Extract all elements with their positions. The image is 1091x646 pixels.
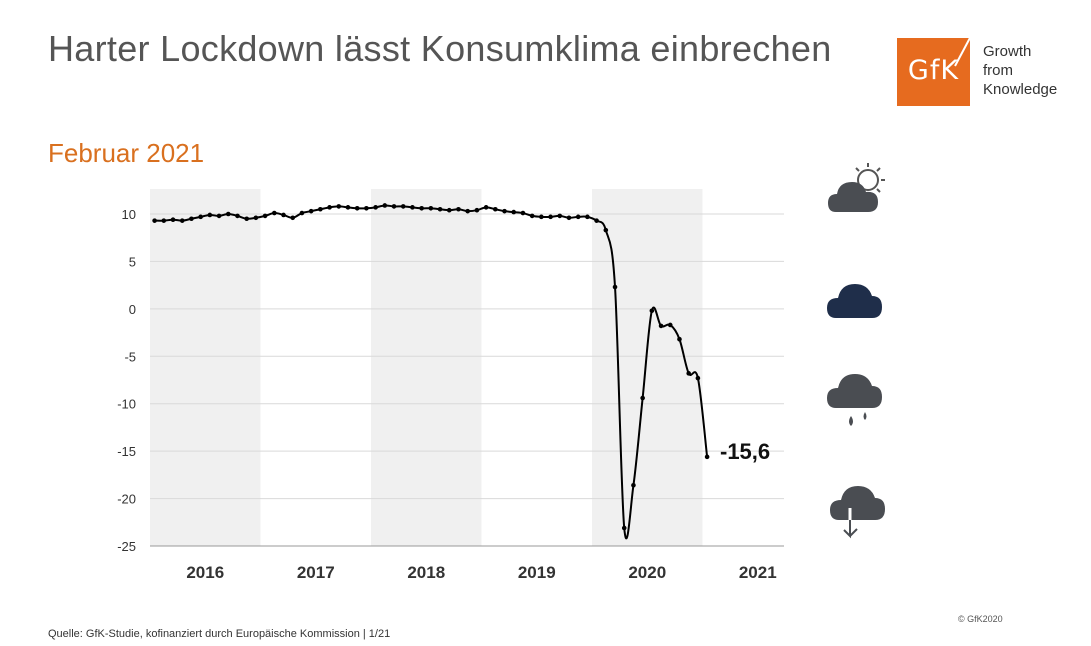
data-point xyxy=(621,525,627,531)
data-point xyxy=(695,375,701,381)
data-point xyxy=(345,205,351,210)
data-point xyxy=(446,207,452,213)
data-points xyxy=(152,203,710,531)
data-point xyxy=(244,216,249,222)
data-point xyxy=(299,210,305,216)
x-axis-ticks: 2016 2017 2018 2019 2020 2021 xyxy=(186,563,776,582)
y-tick-label: 5 xyxy=(129,254,136,269)
logo-tagline: Growth from Knowledge xyxy=(983,42,1057,99)
year-band-2018 xyxy=(371,189,482,546)
data-point xyxy=(428,206,434,211)
data-point xyxy=(318,206,323,212)
data-point xyxy=(235,213,240,219)
x-tick-label: 2021 xyxy=(739,563,777,582)
data-point xyxy=(216,213,222,219)
data-point xyxy=(152,218,157,223)
data-point xyxy=(612,284,618,290)
data-point xyxy=(474,207,480,213)
data-point xyxy=(281,212,286,218)
grid-lines xyxy=(150,213,784,547)
data-point xyxy=(207,212,213,218)
y-tick-label: -20 xyxy=(117,492,136,507)
data-point xyxy=(253,215,259,221)
rain-cloud-icon xyxy=(827,374,882,426)
data-point xyxy=(575,214,581,220)
data-point xyxy=(179,218,185,223)
copyright-note: © GfK2020 xyxy=(958,614,1003,624)
y-tick-label: -15 xyxy=(117,444,136,459)
y-tick-label: -10 xyxy=(117,397,136,412)
data-point xyxy=(557,213,563,219)
source-note: Quelle: GfK-Studie, kofinanziert durch E… xyxy=(48,628,391,640)
data-point xyxy=(308,208,314,214)
data-point xyxy=(189,216,194,222)
data-point xyxy=(170,217,176,222)
data-point xyxy=(465,208,470,214)
y-axis-ticks: 10 5 0 -5 -10 -15 -20 -25 xyxy=(117,207,136,554)
data-point xyxy=(511,209,517,215)
x-tick-label: 2016 xyxy=(186,563,224,582)
tagline-line: Knowledge xyxy=(983,81,1058,98)
last-value-annotation: -15,6 xyxy=(720,439,770,464)
data-point xyxy=(566,215,572,221)
data-point xyxy=(704,454,710,460)
data-point xyxy=(198,214,203,220)
page-title: Harter Lockdown lässt Konsumklima einbre… xyxy=(48,28,832,69)
data-point xyxy=(262,213,268,219)
gfk-logo: GfK xyxy=(897,35,972,106)
data-point xyxy=(686,371,691,376)
tagline-line: Growth xyxy=(983,43,1032,60)
year-band-2016 xyxy=(150,189,261,546)
x-tick-label: 2017 xyxy=(297,563,335,582)
data-point xyxy=(456,206,461,212)
y-tick-label: -5 xyxy=(124,349,136,364)
data-point xyxy=(382,203,388,208)
data-point xyxy=(419,206,424,211)
data-point xyxy=(290,215,296,221)
data-point xyxy=(658,323,664,329)
data-point xyxy=(585,214,590,220)
data-point xyxy=(225,211,231,217)
dark-cloud-icon xyxy=(827,284,882,318)
x-tick-label: 2018 xyxy=(407,563,445,582)
data-point xyxy=(336,204,342,209)
data-point xyxy=(548,214,553,220)
data-point xyxy=(594,218,599,223)
x-tick-label: 2020 xyxy=(628,563,666,582)
data-point xyxy=(483,205,489,210)
data-point xyxy=(272,210,277,216)
logo-text: GfK xyxy=(907,55,960,86)
data-point xyxy=(529,213,535,219)
data-point xyxy=(373,205,378,210)
x-tick-label: 2019 xyxy=(518,563,556,582)
chart-subtitle: Februar 2021 xyxy=(48,138,205,168)
data-point xyxy=(161,218,167,223)
data-point xyxy=(410,205,415,210)
tagline-line: from xyxy=(983,62,1013,79)
data-point xyxy=(354,206,360,211)
year-bands xyxy=(150,189,703,546)
storm-cloud-icon xyxy=(830,486,885,539)
y-tick-label: 10 xyxy=(122,207,136,222)
data-point xyxy=(603,227,609,233)
data-point xyxy=(520,210,526,216)
data-point xyxy=(667,322,673,328)
data-point xyxy=(327,205,332,210)
data-point xyxy=(677,336,682,342)
data-point xyxy=(437,206,443,212)
y-tick-label: -25 xyxy=(117,539,136,554)
data-point xyxy=(631,482,636,488)
data-point xyxy=(493,206,498,212)
data-point xyxy=(649,308,655,314)
data-point xyxy=(502,208,507,214)
data-point xyxy=(400,204,406,209)
sun-cloud-icon xyxy=(828,163,885,212)
data-point xyxy=(364,206,369,211)
y-tick-label: 0 xyxy=(129,302,136,317)
data-point xyxy=(640,395,645,401)
data-point xyxy=(391,204,397,209)
data-point xyxy=(539,214,544,220)
